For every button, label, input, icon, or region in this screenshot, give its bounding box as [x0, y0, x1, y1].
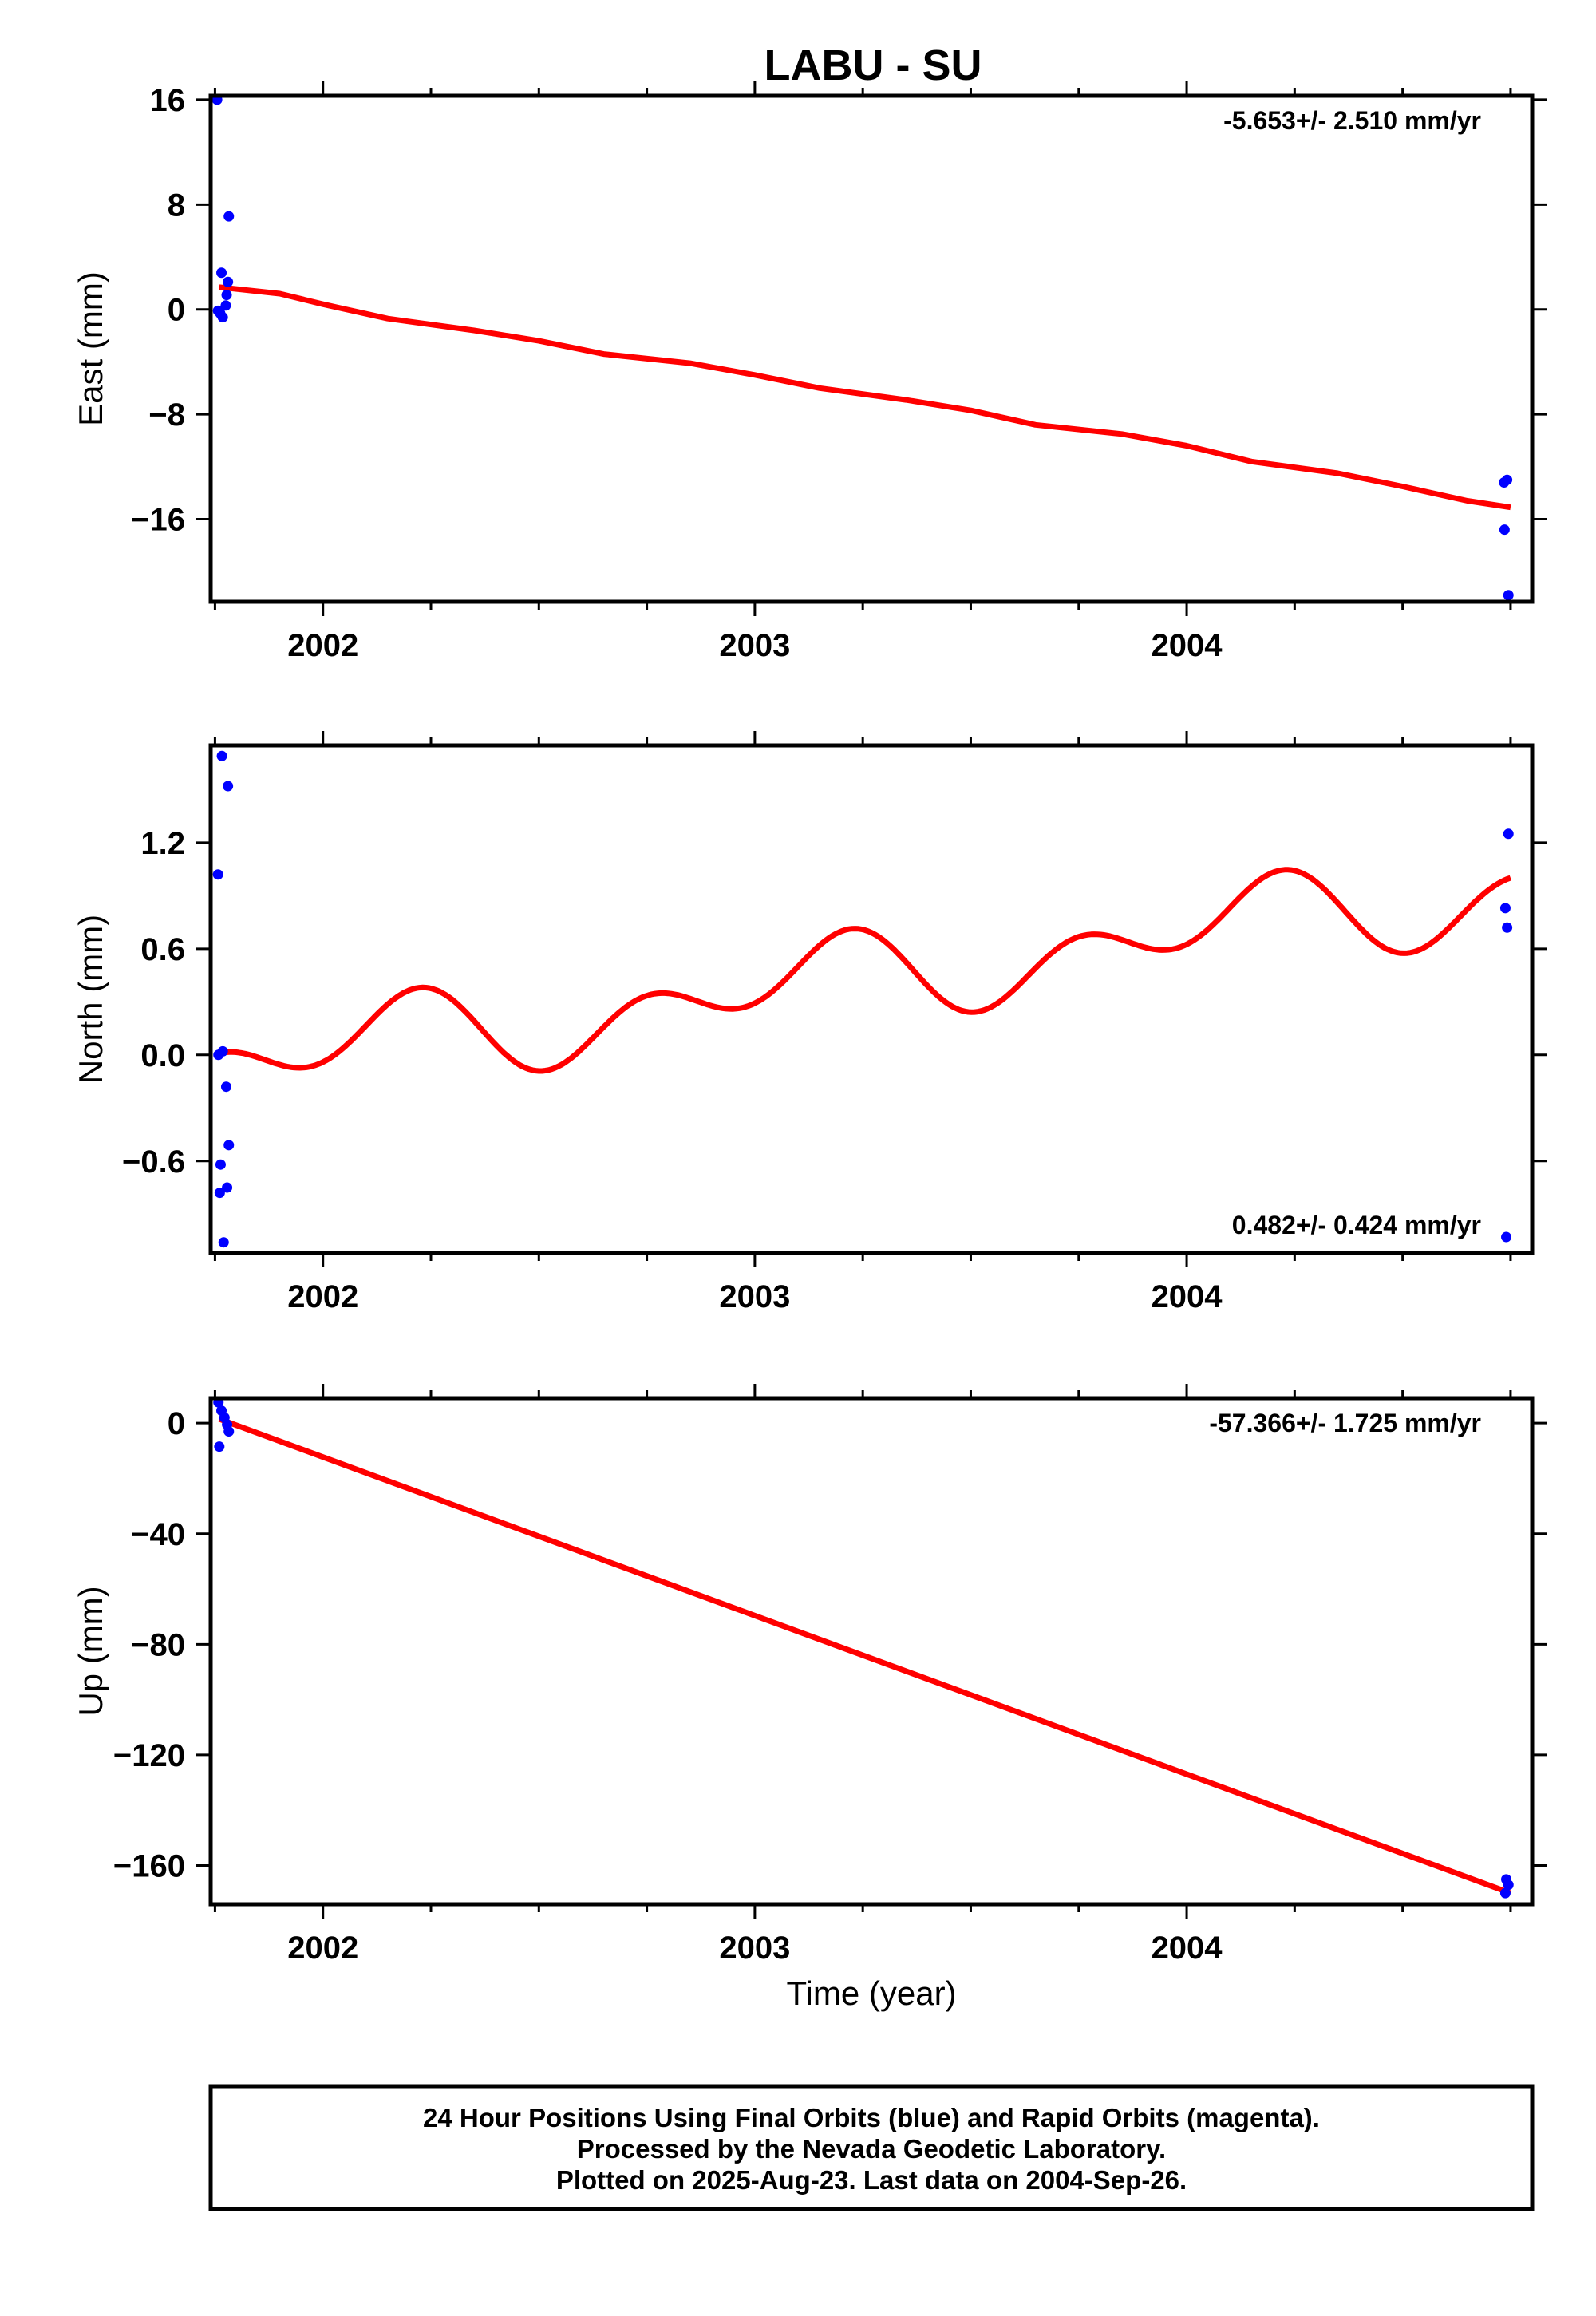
data-point: [214, 1188, 225, 1199]
data-point: [216, 267, 227, 279]
data-point: [1502, 474, 1513, 485]
fit-line-east: [219, 284, 1511, 511]
data-point: [223, 276, 234, 287]
plot-frame: [208, 743, 1535, 1255]
y-tick-label: 0.6: [140, 932, 185, 967]
rate-annotation: 0.482+/- 0.424 mm/yr: [1232, 1211, 1481, 1239]
x-tick-label: 2003: [719, 628, 790, 663]
x-tick-label: 2002: [287, 1279, 358, 1314]
data-point: [220, 300, 231, 311]
data-point: [222, 1182, 233, 1193]
fit-line-north: [219, 867, 1512, 1074]
plot-frame: [208, 1396, 1535, 1907]
data-point: [223, 1426, 235, 1437]
x-tick-label: 2003: [719, 1279, 790, 1314]
x-axis-label: Time (year): [786, 1974, 956, 2012]
x-tick-label: 2004: [1152, 628, 1223, 663]
y-tick-label: −0.6: [122, 1144, 185, 1180]
x-tick-label: 2003: [719, 1931, 790, 1966]
x-tick-label: 2004: [1152, 1279, 1223, 1314]
y-tick-label: 0.0: [140, 1038, 185, 1073]
data-point: [215, 1159, 226, 1170]
data-point: [1499, 903, 1511, 914]
footer-line-1: 24 Hour Positions Using Final Orbits (bl…: [423, 2103, 1320, 2132]
panel-up: 2002 2003 2004 0 −40 −80 −120 −160 -57.366+/- 1.…: [72, 1384, 1547, 2012]
y-tick-label: −80: [131, 1627, 185, 1662]
y-tick-label: −160: [113, 1848, 185, 1883]
y-tick-label: 1.2: [140, 826, 185, 861]
plot-frame: [208, 93, 1535, 604]
footer-line-3: Plotted on 2025-Aug-23. Last data on 200…: [556, 2165, 1187, 2195]
data-point: [211, 96, 223, 105]
rate-annotation: -5.653+/- 2.510 mm/yr: [1223, 106, 1481, 135]
x-tick-label: 2002: [287, 1931, 358, 1966]
data-point: [1499, 1887, 1511, 1899]
data-point: [223, 1140, 235, 1151]
y-tick-label: −16: [131, 503, 185, 538]
y-tick-label: −120: [113, 1738, 185, 1773]
y-tick-label: −8: [148, 397, 185, 433]
chart-title: LABU - SU: [764, 41, 982, 89]
y-axis-label: Up (mm): [72, 1586, 109, 1716]
y-tick-label: −40: [131, 1517, 185, 1552]
data-point: [217, 312, 228, 323]
data-point: [223, 211, 235, 222]
data-point: [1503, 590, 1514, 601]
data-point: [218, 1237, 229, 1248]
data-point: [223, 781, 234, 792]
footer-box: 24 Hour Positions Using Final Orbits (bl…: [208, 2084, 1535, 2211]
data-point: [213, 1398, 224, 1408]
footer-frame: [208, 2084, 1535, 2211]
y-axis-label: North (mm): [72, 915, 109, 1084]
data-point: [1503, 1879, 1514, 1891]
data-point: [1503, 828, 1514, 840]
data-point: [1499, 524, 1510, 536]
data-point: [213, 1049, 224, 1061]
panel-north: 2002 2003 2004 1.2 0.6 0.0 −0.6 0.482+/- 0.424 …: [72, 731, 1547, 1314]
y-tick-label: 0: [168, 1406, 185, 1441]
data-point: [214, 1441, 225, 1452]
rate-annotation: -57.366+/- 1.725 mm/yr: [1209, 1409, 1481, 1437]
fit-line-up: [218, 1416, 1512, 1896]
data-point: [220, 1081, 231, 1093]
panel-east: 2002 2003 2004 16 8 0 −8 −16 -5.653+/- 2.510 mm/…: [72, 81, 1547, 663]
data-point: [1502, 922, 1513, 933]
footer-line-2: Processed by the Nevada Geodetic Laborat…: [577, 2134, 1166, 2164]
x-tick-label: 2004: [1152, 1931, 1223, 1966]
data-point: [1501, 1231, 1512, 1243]
data-point: [221, 290, 232, 301]
y-tick-label: 8: [168, 188, 185, 223]
y-tick-label: 16: [150, 83, 186, 118]
y-axis-label: East (mm): [72, 271, 109, 426]
data-point: [212, 869, 223, 880]
data-point: [216, 750, 227, 761]
panels: 2002 2003 2004 16 8 0 −8 −16 -5.653+/- 2.510 mm/…: [72, 81, 1547, 2012]
x-tick-label: 2002: [287, 628, 358, 663]
y-tick-label: 0: [168, 293, 185, 328]
